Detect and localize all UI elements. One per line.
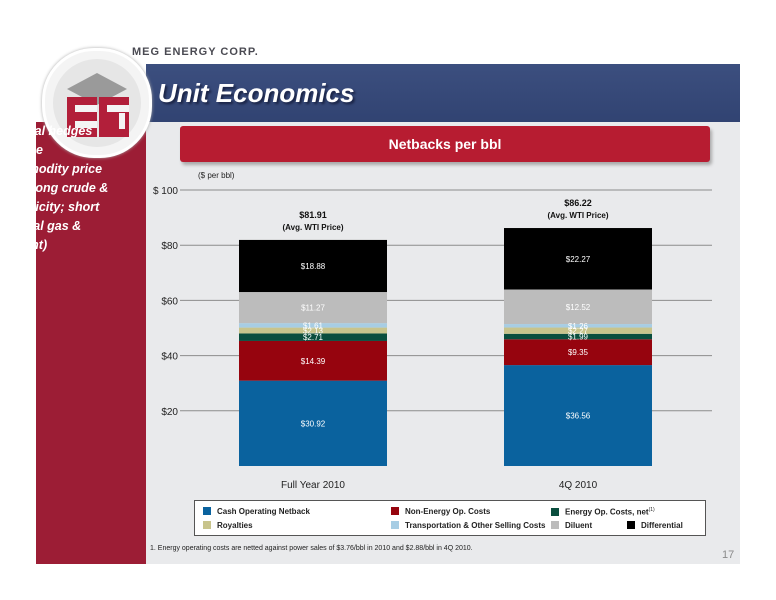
total-note: (Avg. WTI Price) [547, 211, 608, 220]
bar-segment [504, 228, 652, 290]
legend-item: Transportation & Other Selling Costs [391, 521, 545, 530]
x-category-label: Full Year 2010 [281, 480, 345, 491]
sidebar-line: risk (long crude & [2, 181, 109, 195]
bar-segment [239, 333, 387, 341]
legend-swatch [551, 521, 559, 529]
legend-swatch [203, 507, 211, 515]
data-label: $1.26 [568, 322, 589, 331]
legend-swatch [551, 507, 559, 516]
bar-segment [239, 380, 387, 466]
bar-segment [239, 327, 387, 334]
legend-label: Differential [641, 521, 683, 530]
sidebar-line: commodity price [2, 162, 103, 176]
left-band [36, 122, 146, 564]
legend-label: Non-Energy Op. Costs [405, 507, 491, 516]
legend-item: Non-Energy Op. Costs [391, 507, 490, 516]
bar-segment [504, 339, 652, 366]
sidebar-line: natural gas & [2, 219, 82, 233]
data-label: $36.56 [566, 412, 591, 421]
data-label: $2.13 [303, 327, 324, 336]
top-band: MEG ENERGY CORP. [36, 36, 740, 64]
bar-segment [239, 239, 387, 293]
legend-item: Differential [627, 521, 683, 530]
bar-segment [504, 289, 652, 325]
legend-item: Royalties [203, 521, 253, 530]
y-tick-label: $ 100 [153, 186, 178, 197]
total-label: $86.22 [564, 198, 592, 208]
data-label: $12.52 [566, 303, 591, 312]
legend-label: Transportation & Other Selling Costs [405, 521, 546, 530]
legend-swatch [391, 521, 399, 529]
legend-item: Diluent [551, 521, 592, 530]
y-unit-label: ($ per bbl) [198, 171, 235, 180]
data-label: $11.27 [301, 304, 325, 313]
bar-segment [504, 324, 652, 328]
bar-segment [504, 365, 652, 466]
banner-label: Netbacks per bbl [388, 136, 502, 152]
company-name: MEG ENERGY CORP. [132, 46, 259, 58]
y-tick-label: $40 [161, 352, 178, 363]
data-label: $2.27 [568, 327, 589, 336]
data-label: $22.27 [566, 255, 591, 264]
legend-swatch [627, 521, 635, 529]
legend-item: Energy Op. Costs, net(1) [551, 507, 655, 517]
legend-swatch [203, 521, 211, 529]
y-tick-label: $80 [161, 241, 178, 252]
bar-segment [504, 333, 652, 340]
sidebar-line: diluent) [2, 238, 48, 252]
legend-item: Cash Operating Netback [203, 507, 310, 516]
bar-segment [504, 327, 652, 334]
company-logo [42, 48, 152, 158]
total-note: (Avg. WTI Price) [282, 223, 343, 232]
sidebar-line: reduce [2, 143, 43, 157]
data-label: $1.61 [303, 321, 324, 330]
slide-title: Unit Economics [158, 78, 355, 108]
data-label: $30.92 [301, 419, 326, 428]
sidebar-line: Natural hedges [2, 124, 93, 138]
data-label: $1.99 [568, 333, 589, 342]
sidebar-text: Natural hedges reduce commodity price ri… [2, 122, 110, 255]
legend-label: Cash Operating Netback [217, 507, 310, 516]
legend-label: Diluent [565, 521, 593, 530]
page-number: 17 [722, 549, 735, 561]
legend-label: Energy Op. Costs, net [565, 507, 649, 517]
bar-segment [239, 292, 387, 324]
sidebar-line: electricity; short [2, 200, 100, 214]
bar-segment [239, 323, 387, 328]
y-tick-label: $60 [161, 296, 178, 307]
legend-swatch [391, 507, 399, 515]
legend-label: Royalties [217, 521, 253, 530]
data-label: $18.88 [301, 262, 326, 271]
data-label: $2.71 [303, 333, 324, 342]
data-label: $9.35 [568, 348, 589, 357]
logo-mark-icon [53, 59, 141, 147]
total-label: $81.91 [299, 210, 327, 220]
legend-footnote-marker: (1) [648, 507, 655, 513]
title-bar: Unit Economics [146, 64, 740, 122]
bar-segment [239, 340, 387, 381]
y-tick-label: $20 [161, 407, 178, 418]
data-label: $14.39 [301, 357, 326, 366]
footnote: 1. Energy operating costs are netted aga… [150, 545, 473, 552]
chart-legend: Cash Operating Netback Non-Energy Op. Co… [194, 500, 706, 536]
chart-banner: Netbacks per bbl [180, 126, 710, 162]
x-category-label: 4Q 2010 [559, 480, 598, 491]
